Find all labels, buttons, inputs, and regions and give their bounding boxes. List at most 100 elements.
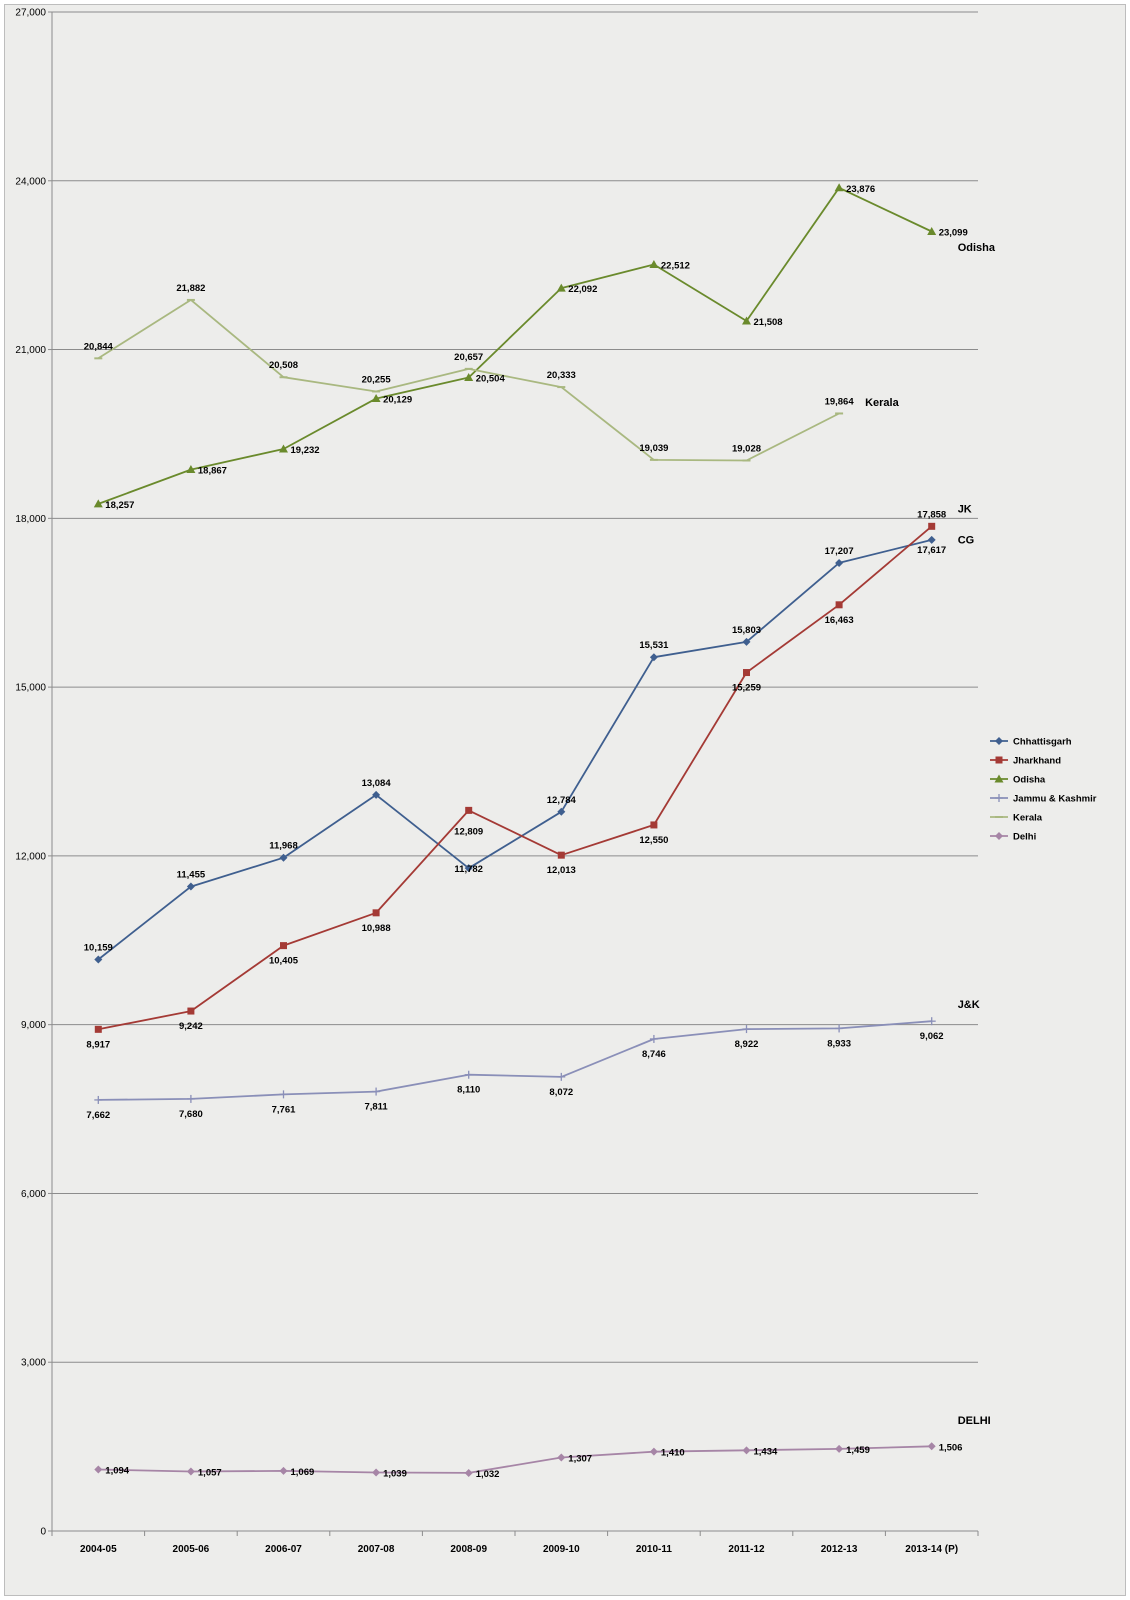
annotation-label: J&K xyxy=(958,999,980,1011)
legend-label: Kerala xyxy=(1013,813,1043,824)
data-label: 1,434 xyxy=(754,1446,778,1457)
data-label: 12,784 xyxy=(547,795,577,806)
x-tick-label: 2013-14 (P) xyxy=(905,1544,958,1555)
point-marker xyxy=(186,1467,195,1476)
y-tick-label: 27,000 xyxy=(15,8,46,19)
data-label: 1,032 xyxy=(476,1469,500,1480)
point-marker xyxy=(94,955,103,964)
line-chart: 0 3,000 6,000 9,000 12,000 15,000 18,000 21,000… xyxy=(15,8,1097,1556)
data-label: 19,864 xyxy=(825,396,855,407)
data-label: 19,232 xyxy=(291,445,320,456)
legend: Chhattisgarh Jharkhand Odisha Jammu & Kashm… xyxy=(990,737,1097,843)
data-label: 1,307 xyxy=(568,1453,592,1464)
data-label: 11,455 xyxy=(177,870,206,881)
x-tick-label: 2012-13 xyxy=(821,1544,858,1555)
data-label: 22,092 xyxy=(568,284,597,295)
point-marker xyxy=(835,1024,844,1033)
chart-frame: 0 3,000 6,000 9,000 12,000 15,000 18,000 21,000… xyxy=(4,4,1126,1596)
point-marker xyxy=(835,558,844,567)
data-label: 21,508 xyxy=(754,317,783,328)
point-marker xyxy=(464,372,474,381)
point-marker xyxy=(927,535,936,544)
annotation-label: Kerala xyxy=(865,397,900,409)
point-marker xyxy=(835,601,843,609)
data-label: 8,917 xyxy=(86,1039,110,1050)
data-label: 18,867 xyxy=(198,466,227,477)
data-label: 15,803 xyxy=(732,625,761,636)
data-label: 21,882 xyxy=(176,283,205,294)
annotation-label: JK xyxy=(958,504,972,516)
point-marker xyxy=(557,807,566,816)
point-marker xyxy=(464,1070,473,1079)
series-kerala xyxy=(94,298,844,462)
data-label: 7,680 xyxy=(179,1109,203,1120)
point-marker xyxy=(927,1017,936,1026)
data-label: 11,968 xyxy=(269,841,298,852)
point-marker xyxy=(995,737,1003,745)
data-label: 7,811 xyxy=(364,1102,388,1113)
point-marker xyxy=(279,1466,288,1475)
data-label: 20,504 xyxy=(476,373,506,384)
legend-label: Jammu & Kashmir xyxy=(1013,794,1097,805)
data-label: 12,550 xyxy=(639,835,668,846)
data-label: 19,039 xyxy=(639,443,668,454)
legend-item: Odisha xyxy=(990,774,1046,786)
data-label: 20,333 xyxy=(547,370,576,381)
data-label: 7,662 xyxy=(86,1110,110,1121)
y-tick-label: 6,000 xyxy=(21,1189,46,1200)
data-label: 1,039 xyxy=(383,1469,407,1480)
point-marker xyxy=(94,1025,102,1033)
data-label: 16,463 xyxy=(825,615,854,626)
point-marker xyxy=(371,394,381,403)
x-tick-label: 2004-05 xyxy=(80,1544,117,1555)
data-label: 1,506 xyxy=(939,1442,963,1453)
y-tick-label: 9,000 xyxy=(21,1020,46,1031)
point-marker xyxy=(372,909,380,917)
point-marker xyxy=(94,1095,103,1104)
y-tick-label: 0 xyxy=(40,1527,46,1538)
point-marker xyxy=(279,853,288,862)
x-tick-label: 2005-06 xyxy=(173,1544,210,1555)
data-label: 9,062 xyxy=(920,1031,944,1042)
point-marker xyxy=(465,806,473,814)
annotation-label: CG xyxy=(958,535,975,547)
data-label: 22,512 xyxy=(661,260,690,271)
point-marker xyxy=(742,1446,751,1455)
data-label: 18,257 xyxy=(105,500,134,511)
point-marker xyxy=(464,1468,473,1477)
point-marker xyxy=(186,465,196,474)
series-jammu-kashmir xyxy=(94,1017,936,1104)
point-marker xyxy=(742,1025,751,1034)
series-line xyxy=(97,186,933,505)
point-marker xyxy=(649,1034,658,1043)
data-label: 8,072 xyxy=(549,1087,573,1098)
annotation-label: Odisha xyxy=(958,242,996,254)
legend-item: Chhattisgarh xyxy=(990,737,1072,748)
series-chhattisgarh xyxy=(94,535,936,964)
point-marker xyxy=(186,882,195,891)
legend-item: Jharkhand xyxy=(990,756,1061,767)
data-label: 8,922 xyxy=(735,1039,759,1050)
data-label: 17,207 xyxy=(825,546,854,557)
point-marker xyxy=(372,1087,381,1096)
point-marker xyxy=(556,283,566,292)
legend-label: Jharkhand xyxy=(1013,756,1061,767)
point-marker xyxy=(279,444,288,453)
data-label: 20,255 xyxy=(362,374,392,385)
point-marker xyxy=(928,522,936,530)
data-label: 17,617 xyxy=(917,545,946,556)
annotations: Odisha Kerala JK CG J&K DELHI xyxy=(865,242,996,1427)
point-marker xyxy=(743,669,750,677)
data-label: 10,405 xyxy=(269,956,299,967)
data-label: 20,657 xyxy=(454,352,483,363)
point-marker xyxy=(280,942,287,950)
point-marker xyxy=(372,790,381,799)
data-label: 20,508 xyxy=(269,360,298,371)
series-line xyxy=(98,1445,932,1474)
series xyxy=(93,183,937,1477)
point-marker xyxy=(93,499,103,508)
data-label: 15,259 xyxy=(732,683,761,694)
data-label: 8,933 xyxy=(827,1038,851,1049)
x-tick-label: 2011-12 xyxy=(728,1544,765,1555)
data-label: 23,099 xyxy=(939,227,968,238)
